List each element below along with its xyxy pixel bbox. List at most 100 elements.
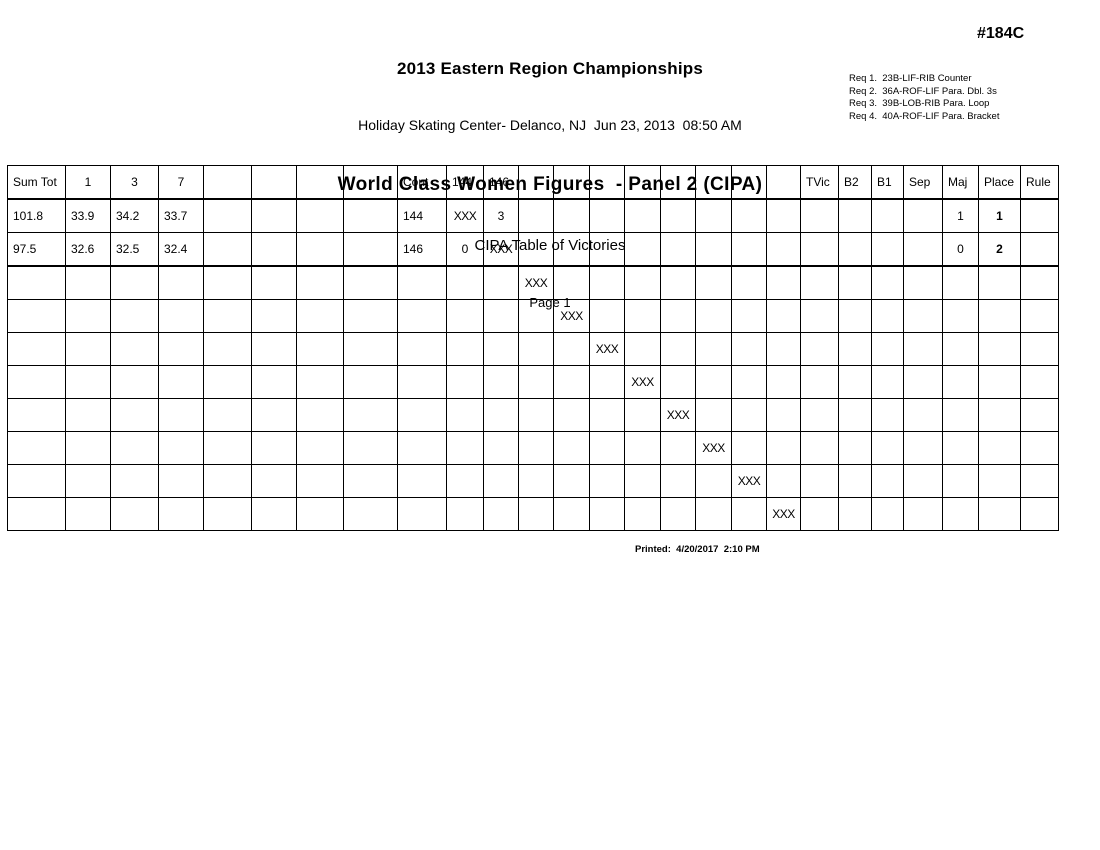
table-row: XXX	[7, 431, 1059, 465]
column-header: 3	[110, 165, 159, 200]
column-header	[343, 165, 398, 200]
table-cell	[871, 198, 904, 233]
table-cell	[483, 497, 519, 531]
table-cell	[589, 497, 625, 531]
column-header	[766, 165, 801, 200]
table-cell	[731, 198, 767, 233]
table-cell	[1020, 365, 1059, 399]
column-header	[695, 165, 732, 200]
table-cell	[65, 265, 111, 300]
table-cell	[518, 299, 554, 333]
table-cell	[903, 299, 943, 333]
table-cell	[589, 232, 625, 267]
table-cell	[7, 299, 66, 333]
table-cell	[660, 365, 696, 399]
table-cell	[731, 365, 767, 399]
table-cell	[397, 299, 447, 333]
table-cell	[695, 464, 732, 498]
table-cell	[695, 299, 732, 333]
table-cell	[446, 431, 484, 465]
table-cell	[203, 431, 252, 465]
column-header	[203, 165, 252, 200]
table-cell: 3	[483, 198, 519, 233]
table-cell	[483, 299, 519, 333]
table-cell	[553, 365, 590, 399]
table-cell	[695, 265, 732, 300]
table-cell	[624, 265, 661, 300]
table-cell	[903, 464, 943, 498]
table-cell	[553, 431, 590, 465]
table-cell	[1020, 464, 1059, 498]
table-cell	[553, 464, 590, 498]
table-cell	[660, 198, 696, 233]
column-header	[518, 165, 554, 200]
table-cell	[766, 198, 801, 233]
table-cell: 1	[978, 198, 1021, 233]
table-row: XXX	[7, 299, 1059, 333]
table-cell	[203, 232, 252, 267]
table-cell	[397, 398, 447, 432]
table-cell	[660, 497, 696, 531]
table-cell: 32.5	[110, 232, 159, 267]
table-cell	[65, 497, 111, 531]
table-cell: 0	[942, 232, 979, 267]
table-cell	[871, 464, 904, 498]
table-cell	[65, 365, 111, 399]
table-cell	[800, 299, 839, 333]
table-cell	[624, 464, 661, 498]
table-cell	[978, 332, 1021, 366]
table-cell: 1	[942, 198, 979, 233]
table-cell	[660, 332, 696, 366]
table-cell	[158, 431, 204, 465]
table-cell	[800, 497, 839, 531]
table-cell	[731, 265, 767, 300]
table-cell	[871, 497, 904, 531]
table-cell	[624, 398, 661, 432]
table-cell	[838, 265, 872, 300]
table-cell	[942, 365, 979, 399]
table-cell	[446, 299, 484, 333]
table-cell	[7, 365, 66, 399]
victory-mark-cell: XXX	[695, 431, 732, 465]
table-cell	[731, 299, 767, 333]
table-cell	[251, 497, 297, 531]
table-cell	[158, 398, 204, 432]
table-cell	[110, 431, 159, 465]
table-cell	[838, 332, 872, 366]
table-cell	[942, 464, 979, 498]
table-cell	[343, 198, 398, 233]
table-cell	[553, 265, 590, 300]
table-row: 101.8 33.9 34.2 33.7 144 XXX 3 1 1	[7, 198, 1059, 233]
table-row: XXX	[7, 265, 1059, 300]
table-cell	[446, 464, 484, 498]
table-cell	[65, 299, 111, 333]
table-cell	[343, 431, 398, 465]
table-header-row: Sum Tot 1 3 7 Cont 144 146 TVic B2 B1 Sep Maj Place R…	[7, 165, 1059, 200]
victory-mark-cell: XXX	[483, 232, 519, 267]
table-cell	[871, 332, 904, 366]
column-header	[660, 165, 696, 200]
table-cell	[7, 398, 66, 432]
table-cell	[296, 497, 344, 531]
table-cell	[766, 232, 801, 267]
column-header: Rule	[1020, 165, 1059, 200]
column-header: Maj	[942, 165, 979, 200]
table-cell	[446, 398, 484, 432]
table-cell	[800, 398, 839, 432]
table-cell	[624, 431, 661, 465]
table-cell	[251, 299, 297, 333]
requirements-list: Req 1. 23B-LIF-RIB Counter Req 2. 36A-ROF…	[849, 73, 999, 124]
table-cell	[251, 431, 297, 465]
column-header: TVic	[800, 165, 839, 200]
table-cell	[553, 198, 590, 233]
table-cell	[942, 398, 979, 432]
table-cell	[7, 464, 66, 498]
table-cell	[343, 398, 398, 432]
table-cell	[1020, 332, 1059, 366]
table-cell	[731, 398, 767, 432]
table-cell	[903, 198, 943, 233]
table-cell	[800, 198, 839, 233]
table-cell	[589, 431, 625, 465]
table-cell	[589, 464, 625, 498]
victory-mark-cell: XXX	[446, 198, 484, 233]
